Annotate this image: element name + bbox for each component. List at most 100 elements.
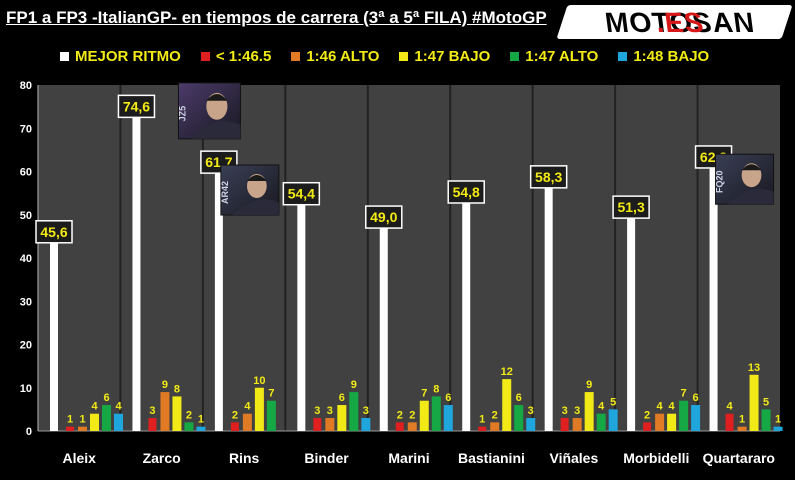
bar-zarco-1-46-5 bbox=[148, 418, 157, 431]
photo-hair bbox=[741, 164, 762, 171]
y-tick-label: 30 bbox=[20, 296, 32, 308]
bar-morbidelli-1-46-alto bbox=[655, 413, 665, 431]
value-label: 4 bbox=[669, 401, 676, 413]
y-tick-label: 50 bbox=[20, 210, 32, 222]
legend-item-1-46-alto: 1:46 ALTO bbox=[291, 48, 379, 65]
bar-morbidelli-1-46-5 bbox=[643, 422, 652, 431]
photo-number: FQ20 bbox=[715, 170, 725, 193]
x-tick-label: Marini bbox=[388, 450, 429, 466]
bar-binder-mejor-ritmo bbox=[297, 195, 306, 431]
legend-swatch bbox=[618, 51, 628, 61]
value-label: 7 bbox=[681, 388, 687, 400]
y-tick-label: 70 bbox=[20, 123, 32, 135]
bar-morbidelli-1-47-bajo bbox=[667, 413, 677, 431]
photo-shoulders bbox=[232, 199, 279, 216]
bar-aleix-1-48-bajo bbox=[114, 413, 123, 431]
bar-binder-1-47-bajo bbox=[337, 405, 347, 431]
bar-aleix-1-47-alto bbox=[102, 405, 111, 431]
value-label: 54,8 bbox=[453, 184, 480, 200]
bar-vi-ales-mejor-ritmo bbox=[544, 178, 553, 431]
chart-title: FP1 a FP3 -ItalianGP- en tiempos de carr… bbox=[6, 8, 547, 27]
value-label-box bbox=[529, 165, 568, 189]
legend: MEJOR RITMO < 1:46.5 1:46 ALTO 1:47 BAJO 1:4… bbox=[60, 45, 729, 67]
bar-binder-1-47-alto bbox=[349, 392, 359, 431]
value-label: 9 bbox=[586, 379, 592, 391]
legend-label: MEJOR RITMO bbox=[75, 47, 181, 65]
x-tick-label: Zarco bbox=[143, 450, 181, 466]
value-label: 3 bbox=[562, 405, 568, 417]
bar-vi-ales-1-46-alto bbox=[572, 418, 582, 431]
bar-quartararo-1-48-bajo bbox=[773, 426, 783, 431]
bar-marini-1-48-bajo bbox=[443, 405, 453, 431]
value-label: 7 bbox=[268, 388, 274, 400]
bar-marini-mejor-ritmo bbox=[379, 219, 388, 431]
value-label: 45,6 bbox=[40, 224, 67, 240]
photo-shoulders bbox=[190, 121, 241, 139]
x-tick-label: Bastianini bbox=[458, 450, 525, 466]
value-label: 10 bbox=[253, 375, 265, 387]
legend-swatch bbox=[60, 51, 69, 61]
value-label-box bbox=[365, 205, 403, 229]
value-label: 2 bbox=[409, 409, 415, 421]
value-label: 9 bbox=[162, 379, 168, 391]
bar-rins-1-47-alto bbox=[266, 400, 276, 431]
bar-vi-ales-1-47-bajo bbox=[584, 392, 594, 431]
value-label: 2 bbox=[397, 409, 403, 421]
value-label: 1 bbox=[79, 414, 85, 426]
value-label: 51,3 bbox=[617, 199, 644, 215]
x-tick-label: Quartararo bbox=[703, 450, 775, 466]
value-label: 3 bbox=[314, 405, 320, 417]
legend-item-1-47-alto: 1:47 ALTO bbox=[510, 48, 598, 65]
bar-zarco-1-47-bajo bbox=[172, 396, 182, 431]
value-label: 2 bbox=[644, 409, 650, 421]
bar-zarco-1-47-alto bbox=[184, 422, 194, 431]
value-label: 6 bbox=[693, 392, 699, 404]
value-label: 2 bbox=[232, 409, 238, 421]
bar-marini-1-47-alto bbox=[431, 396, 441, 431]
bar-zarco-mejor-ritmo bbox=[132, 108, 141, 431]
value-label: 1 bbox=[739, 414, 745, 426]
legend-item-1-47-bajo: 1:47 BAJO bbox=[399, 48, 490, 65]
bar-marini-1-46-5 bbox=[395, 422, 404, 431]
bar-rins-1-46-5 bbox=[230, 422, 239, 431]
value-label: 6 bbox=[103, 392, 109, 404]
value-label: 5 bbox=[763, 396, 769, 408]
x-tick-label: Morbidelli bbox=[623, 450, 689, 466]
bar-quartararo-1-46-alto bbox=[737, 426, 747, 431]
bar-morbidelli-1-47-alto bbox=[679, 400, 689, 431]
value-label: 1 bbox=[198, 414, 204, 426]
bar-quartararo-1-47-alto bbox=[761, 409, 771, 431]
value-label: 2 bbox=[186, 409, 192, 421]
bar-bastianini-1-46-alto bbox=[490, 422, 500, 431]
legend-item-1-48-bajo: 1:48 BAJO bbox=[618, 48, 709, 65]
value-label: 8 bbox=[433, 383, 439, 395]
bar-aleix-mejor-ritmo bbox=[50, 233, 58, 431]
value-label-box bbox=[447, 180, 485, 204]
bar-binder-1-46-alto bbox=[325, 418, 335, 431]
y-tick-label: 80 bbox=[20, 80, 32, 92]
value-label-box bbox=[35, 220, 73, 244]
value-label: 1 bbox=[479, 414, 485, 426]
legend-item-1-46-5: < 1:46.5 bbox=[200, 47, 272, 65]
bar-aleix-1-46-alto bbox=[78, 426, 87, 431]
x-tick-label: Rins bbox=[229, 450, 260, 466]
value-label: 58,3 bbox=[535, 169, 562, 185]
bar-quartararo-1-46-5 bbox=[725, 413, 734, 431]
bar-bastianini-1-47-bajo bbox=[502, 379, 512, 431]
value-label: 4 bbox=[115, 401, 122, 413]
bar-zarco-1-46-alto bbox=[160, 392, 170, 431]
x-tick-label: Binder bbox=[304, 450, 349, 466]
bar-aleix-1-46-5 bbox=[66, 426, 74, 431]
photo-shoulders bbox=[727, 188, 774, 205]
rider-photo: JZ5 bbox=[177, 82, 241, 140]
legend-swatch bbox=[510, 51, 520, 61]
legend-label: 1:47 BAJO bbox=[414, 47, 491, 65]
value-label: 9 bbox=[351, 379, 357, 391]
rider-photo: AR42 bbox=[220, 164, 280, 216]
value-label: 7 bbox=[421, 388, 427, 400]
bar-rins-mejor-ritmo bbox=[214, 164, 223, 431]
legend-label: < 1:46.5 bbox=[215, 47, 272, 65]
value-label: 12 bbox=[501, 366, 513, 378]
bar-marini-1-46-alto bbox=[407, 422, 417, 431]
